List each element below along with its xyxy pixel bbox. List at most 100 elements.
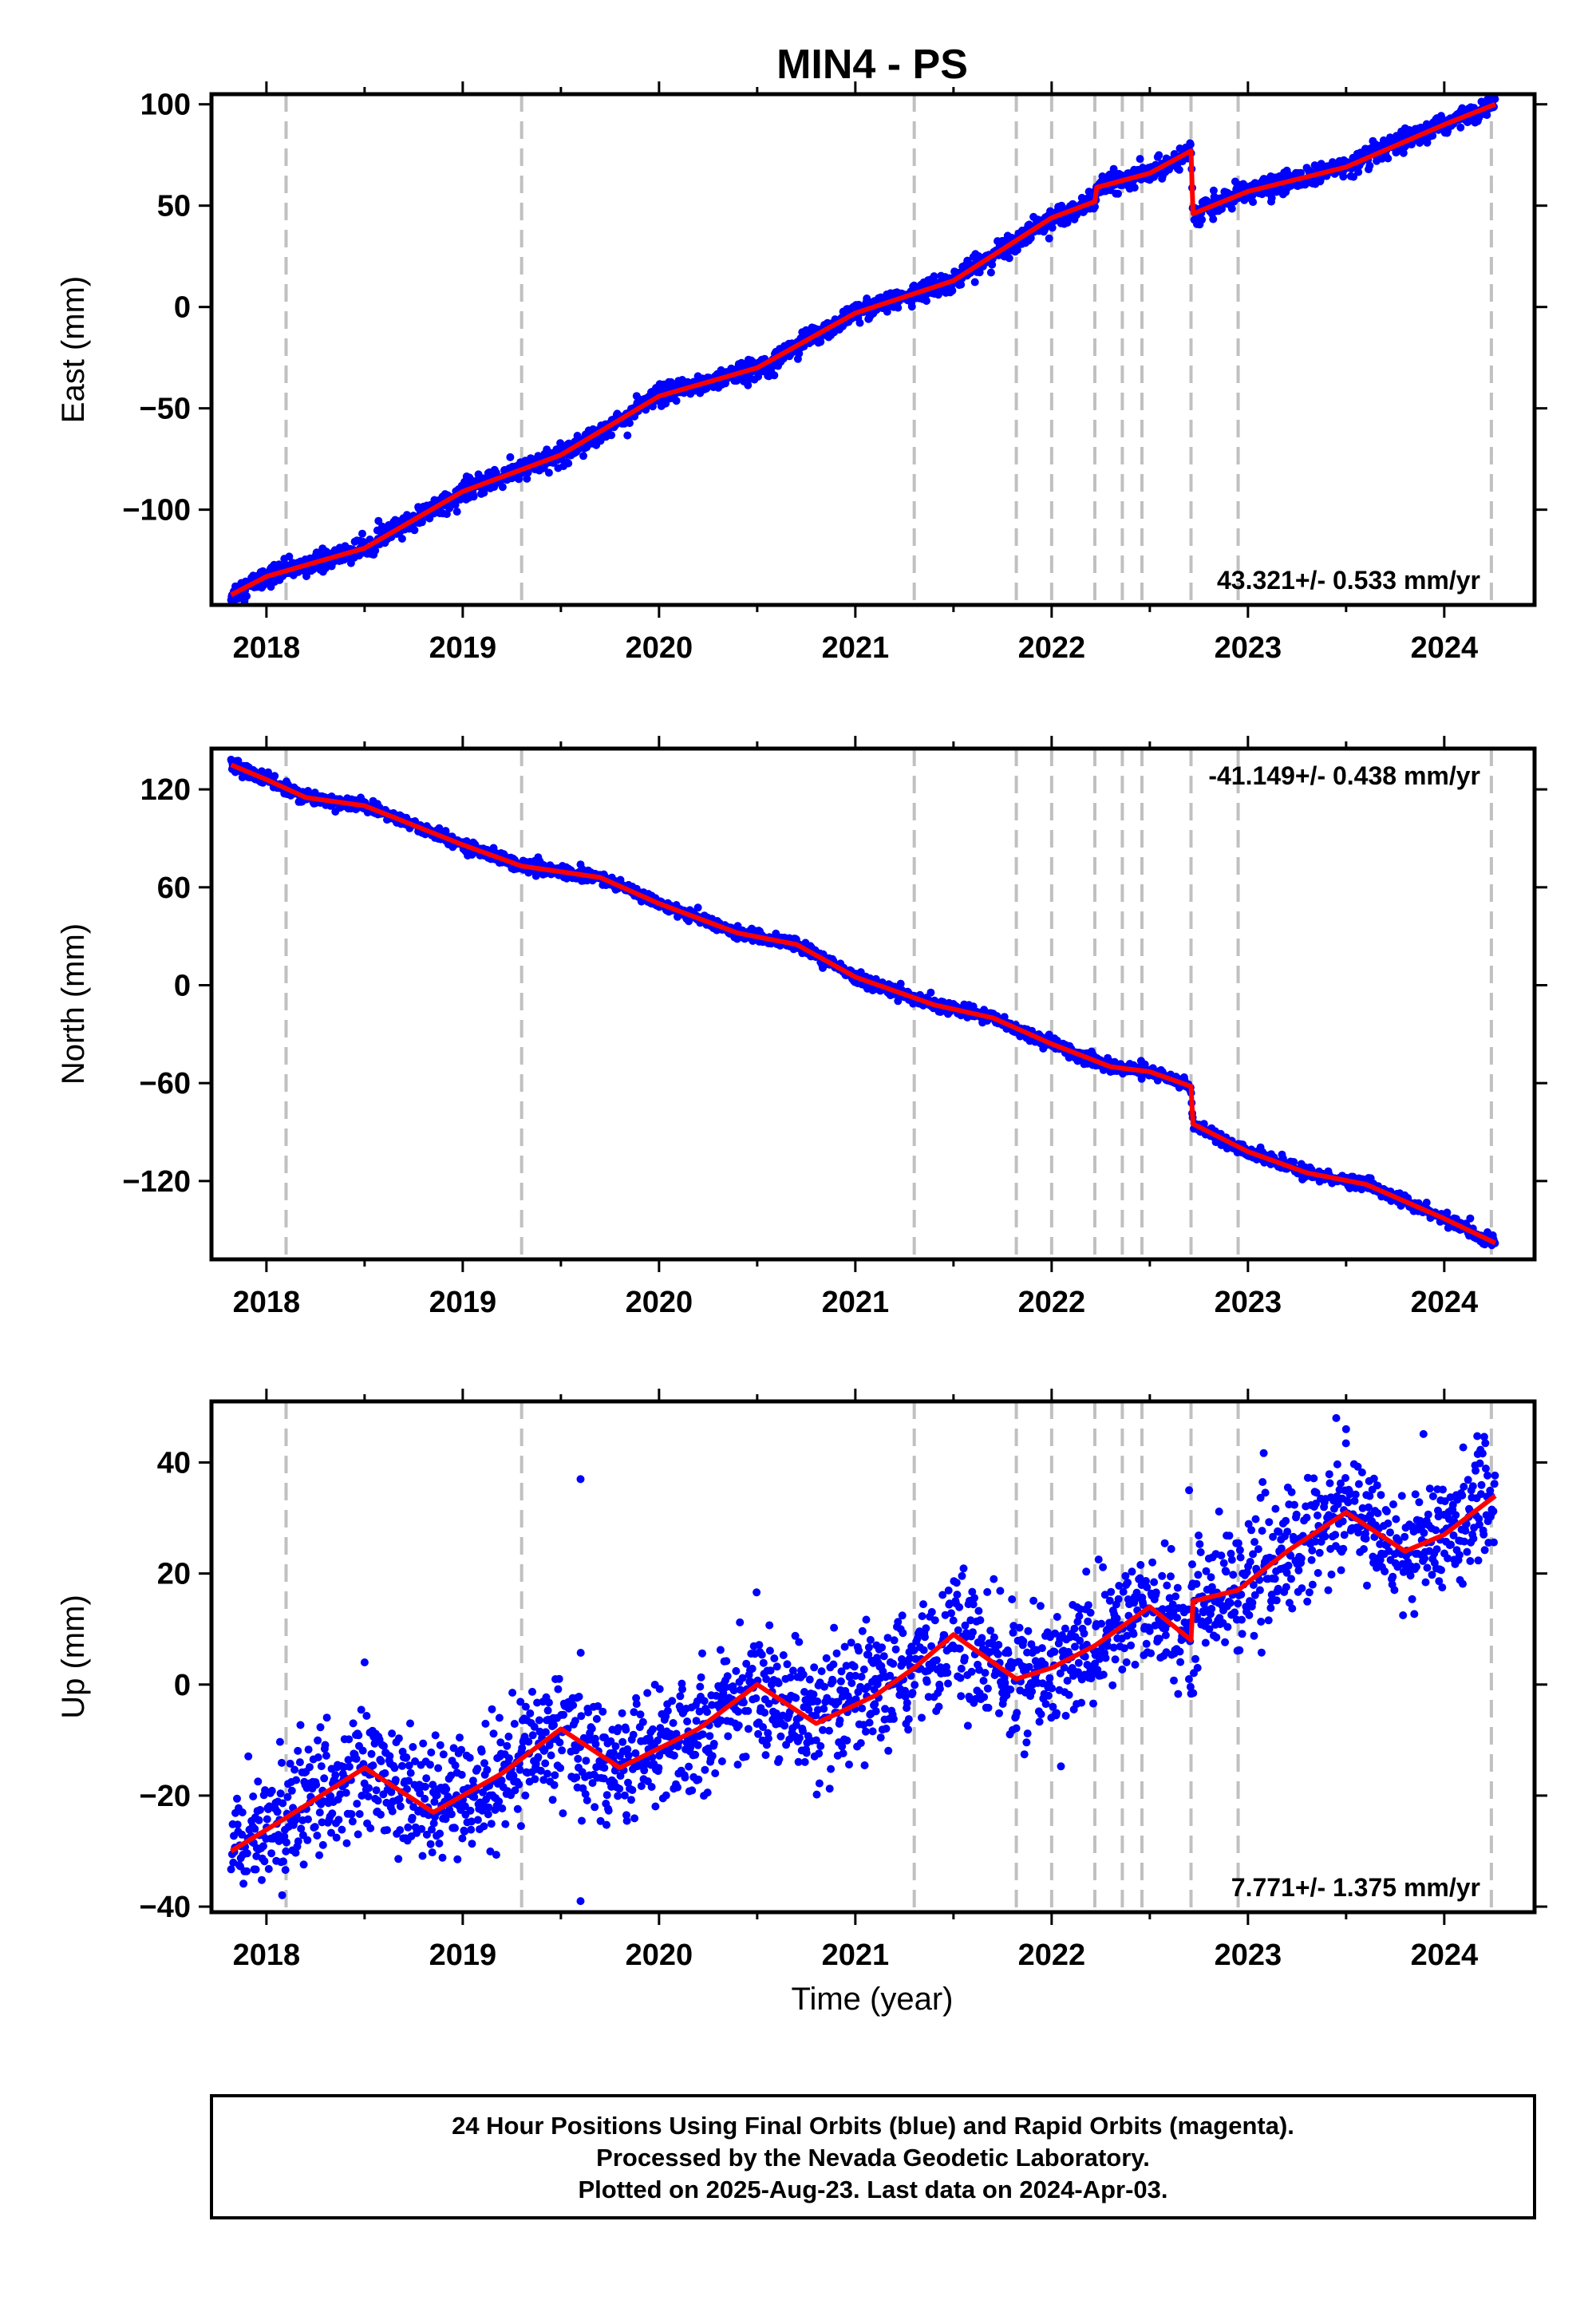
data-point (957, 280, 966, 289)
data-point (1443, 1208, 1452, 1217)
data-point (466, 1806, 475, 1815)
data-point (506, 453, 515, 461)
up-panel: 2018 2019 2020 2021 2022 2023 202440200−20−40U… (56, 1389, 1547, 1972)
data-point (397, 1761, 406, 1770)
data-point (484, 1810, 492, 1819)
data-point (1365, 161, 1374, 170)
data-point (316, 1723, 325, 1732)
data-point (283, 1792, 292, 1801)
data-point (541, 1728, 550, 1737)
data-point (396, 1826, 405, 1835)
data-point (438, 1853, 447, 1862)
data-point (358, 1746, 367, 1755)
data-point (315, 1851, 324, 1860)
x-tick-label: 2021 (822, 1286, 890, 1319)
x-tick-label: 2023 (1215, 1286, 1282, 1319)
data-point (1098, 172, 1107, 180)
data-point (1428, 132, 1437, 140)
data-point (416, 1789, 425, 1798)
data-point (279, 1799, 287, 1808)
data-point (535, 1727, 544, 1736)
data-point (281, 1866, 290, 1875)
data-point (816, 338, 825, 346)
east-panel: 2018 2019 2020 2021 2022 2023 2024100500−50−10… (56, 81, 1547, 665)
data-point (544, 468, 553, 477)
data-point (451, 1824, 459, 1832)
data-point (234, 757, 243, 765)
data-point (1466, 1214, 1475, 1223)
data-point (516, 1697, 525, 1706)
data-point (1328, 158, 1337, 167)
data-point (523, 474, 531, 483)
data-point (303, 1836, 312, 1844)
data-point (521, 1702, 530, 1711)
data-point (498, 1804, 507, 1812)
data-point (524, 1737, 533, 1746)
data-point (478, 1806, 487, 1815)
data-point (489, 1729, 498, 1738)
data-point (282, 1847, 290, 1856)
data-point (518, 1744, 527, 1753)
data-point (1045, 234, 1053, 243)
data-point (294, 1837, 302, 1846)
data-point (926, 988, 935, 997)
y-axis-label: North (mm) (56, 923, 91, 1085)
data-point (554, 1685, 563, 1694)
data-point (267, 1786, 276, 1795)
data-point (419, 1739, 428, 1748)
data-point (318, 1840, 327, 1849)
data-point (480, 1822, 488, 1831)
data-point (504, 1733, 513, 1741)
data-point (331, 1771, 340, 1780)
data-point (402, 1753, 411, 1762)
x-tick-label: 2019 (429, 1286, 497, 1319)
data-point (429, 1780, 437, 1789)
data-point (292, 1776, 301, 1784)
data-point (377, 1810, 385, 1819)
data-point (422, 1830, 431, 1839)
data-point (243, 592, 251, 600)
data-point (894, 303, 903, 312)
data-point (536, 1766, 545, 1775)
data-point (342, 1788, 350, 1797)
data-point (362, 1712, 371, 1720)
data-point (497, 1776, 506, 1784)
data-point (1267, 194, 1276, 202)
data-point (254, 1777, 263, 1786)
data-point (436, 1741, 444, 1749)
data-point (528, 1731, 537, 1740)
y-tick-label: −100 (122, 494, 191, 528)
data-point (483, 1765, 492, 1774)
data-point (313, 1832, 322, 1840)
data-point (251, 1824, 259, 1833)
data-point (473, 1816, 482, 1824)
data-point (317, 1762, 326, 1771)
data-point (526, 1709, 535, 1717)
velocity-label: -41.149+/- 0.438 mm/yr (1208, 761, 1480, 790)
data-point (486, 1847, 495, 1856)
data-point (429, 1819, 438, 1828)
position-points (227, 94, 1499, 605)
data-point (1155, 151, 1163, 160)
data-point (894, 997, 903, 1006)
data-point (496, 1738, 505, 1747)
data-point (451, 1761, 460, 1770)
y-tick-label: 0 (174, 291, 191, 325)
data-point (481, 1719, 490, 1728)
data-point (1349, 172, 1358, 181)
y-tick-label: 120 (140, 773, 191, 807)
data-point (672, 397, 681, 405)
data-point (318, 1818, 326, 1827)
data-point (345, 1762, 354, 1771)
data-point (238, 1808, 247, 1816)
data-point (349, 1719, 358, 1728)
model-line (230, 762, 1497, 1246)
data-point (260, 1857, 269, 1866)
data-point (492, 1851, 500, 1860)
data-point (367, 1749, 376, 1758)
data-point (516, 1765, 524, 1774)
data-point (453, 1855, 462, 1863)
data-point (452, 508, 461, 516)
data-point (970, 278, 979, 287)
data-point (285, 552, 294, 561)
